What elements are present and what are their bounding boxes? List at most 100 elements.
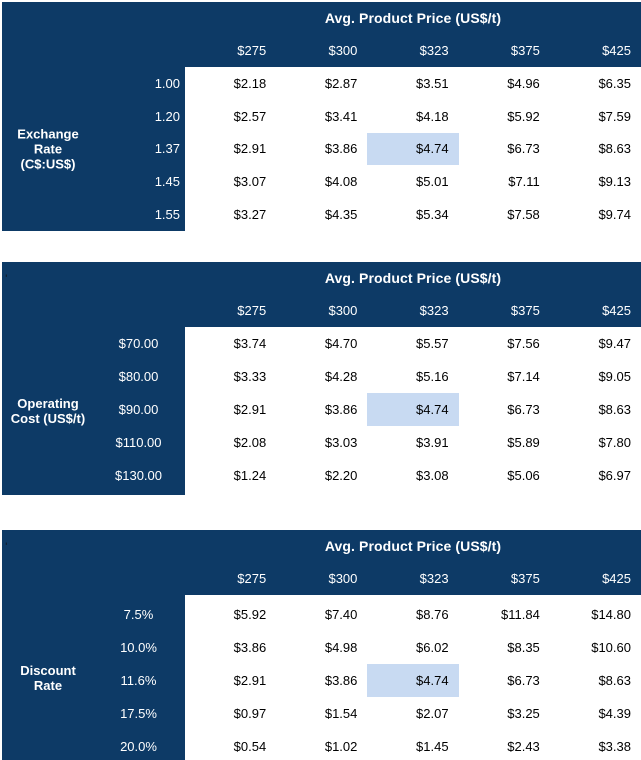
value-cell: $8.35: [507, 640, 540, 655]
value-grid: $2.18 $2.87 $3.51 $4.96 $6.35 $2.57 $3.41 $4.18…: [185, 67, 641, 231]
value-cell: $14.80: [591, 607, 631, 622]
sensitivity-table: ' Avg. Product Price (US$/t) $275 $300 $32…: [2, 530, 641, 760]
column-headers-row: $275 $300 $323 $375 $425: [185, 562, 641, 595]
value-cell: $3.07: [233, 174, 267, 190]
value-cell: $1.45: [416, 739, 449, 754]
value-cell: $3.27: [233, 207, 267, 223]
value-cell: $10.60: [591, 640, 631, 655]
row-label: $80.00: [118, 369, 159, 384]
stray-apostrophe-mark: ': [5, 542, 8, 552]
value-cell: $1.24: [233, 468, 267, 483]
value-cell: $2.43: [507, 739, 540, 754]
row-axis-block: Operating Cost (US$/t) $70.00 $80.00 $90.0…: [2, 327, 185, 495]
row-label: 17.5%: [120, 706, 157, 721]
value-cell: $9.47: [598, 336, 631, 351]
column-header: $300: [328, 571, 358, 586]
value-cell: $2.18: [233, 75, 267, 91]
value-cell: $4.28: [324, 369, 358, 384]
row-label: 7.5%: [123, 607, 154, 622]
row-labels: $70.00 $80.00 $90.00 $110.00 $130.00: [2, 327, 185, 492]
column-header: $323: [419, 571, 449, 586]
value-cell: $9.05: [598, 369, 631, 384]
row-label: 1.45: [154, 174, 180, 190]
value-cell: $2.57: [233, 108, 267, 124]
value-cell: $5.06: [507, 468, 540, 483]
value-cell: $9.13: [598, 174, 631, 190]
value-cell: $2.20: [324, 468, 358, 483]
value-cell: $2.87: [324, 75, 358, 91]
value-cell: $3.38: [598, 739, 631, 754]
value-cell: $3.51: [416, 75, 449, 91]
value-cell: $7.59: [598, 108, 631, 124]
table-header-band: Avg. Product Price (US$/t) $275 $300 $323 $…: [2, 262, 641, 327]
column-axis-title: Avg. Product Price (US$/t): [324, 10, 502, 26]
row-axis-title: Exchange Rate (C$:US$): [17, 126, 79, 172]
column-header: $323: [419, 43, 449, 58]
value-cell: $3.86: [324, 402, 358, 417]
value-cell: $4.08: [324, 174, 358, 190]
value-cell: $5.34: [416, 207, 449, 223]
row-labels: 7.5% 10.0% 11.6% 17.5% 20.0%: [2, 598, 185, 760]
value-cell: $4.70: [324, 336, 358, 351]
value-cell: $6.35: [598, 75, 631, 91]
value-cell: $2.07: [416, 706, 449, 721]
row-label: 11.6%: [120, 673, 157, 688]
value-cell: $5.89: [507, 435, 540, 450]
column-headers-row: $275 $300 $323 $375 $425: [185, 34, 641, 67]
column-header: $300: [328, 303, 358, 318]
value-cell: $5.57: [416, 336, 449, 351]
value-cell: $7.11: [508, 174, 540, 190]
value-cell: $8.63: [598, 402, 631, 417]
base-case-cell: $4.74: [367, 664, 459, 697]
column-header: $275: [237, 43, 267, 58]
column-header: $375: [510, 571, 540, 586]
value-cell: $3.25: [507, 706, 540, 721]
value-cell: $7.80: [598, 435, 631, 450]
value-cell: $4.35: [324, 207, 358, 223]
value-cell: $2.91: [233, 402, 267, 417]
column-header: $425: [602, 303, 631, 318]
value-cell: $7.56: [507, 336, 540, 351]
column-header: $375: [510, 303, 540, 318]
value-cell: $5.16: [416, 369, 449, 384]
value-cell: $2.91: [233, 673, 267, 688]
value-cell: $7.14: [507, 369, 540, 384]
column-header: $300: [328, 43, 358, 58]
value-cell: $8.63: [598, 673, 631, 688]
row-label: 1.37: [154, 141, 180, 157]
value-cell: $3.08: [416, 468, 449, 483]
column-header: $323: [419, 303, 449, 318]
table-header-band: Avg. Product Price (US$/t) $275 $300 $323 $…: [2, 530, 641, 595]
value-cell: $3.03: [324, 435, 358, 450]
column-axis-title: Avg. Product Price (US$/t): [324, 270, 502, 286]
value-cell: $6.02: [416, 640, 449, 655]
row-label: 1.55: [154, 207, 180, 223]
column-header: $275: [237, 571, 267, 586]
base-case-cell: $4.74: [367, 393, 459, 426]
row-axis-block: Exchange Rate (C$:US$) 1.00 1.20 1.37 1.45 1…: [2, 67, 185, 231]
row-label: $70.00: [118, 336, 159, 351]
value-cell: $1.02: [324, 739, 358, 754]
row-label: $110.00: [115, 435, 162, 450]
column-axis-title: Avg. Product Price (US$/t): [324, 538, 502, 554]
value-cell: $8.76: [416, 607, 449, 622]
value-cell: $0.54: [233, 739, 267, 754]
value-cell: $4.96: [507, 75, 540, 91]
value-cell: $3.91: [416, 435, 449, 450]
row-axis-title: Discount Rate: [20, 662, 76, 693]
value-cell: $3.86: [324, 141, 358, 157]
value-cell: $4.18: [416, 108, 449, 124]
value-cell: $3.86: [324, 673, 358, 688]
value-cell: $1.54: [324, 706, 358, 721]
row-label: $130.00: [115, 468, 162, 483]
value-cell: $6.97: [598, 468, 631, 483]
value-cell: $4.39: [598, 706, 631, 721]
value-cell: $2.91: [233, 141, 267, 157]
row-label: 20.0%: [120, 739, 157, 754]
value-cell: $5.92: [233, 607, 267, 622]
column-header: $425: [602, 43, 631, 58]
value-cell: $3.86: [233, 640, 267, 655]
row-labels: 1.00 1.20 1.37 1.45 1.55: [2, 67, 185, 231]
value-cell: $9.74: [598, 207, 631, 223]
row-label: 10.0%: [120, 640, 157, 655]
